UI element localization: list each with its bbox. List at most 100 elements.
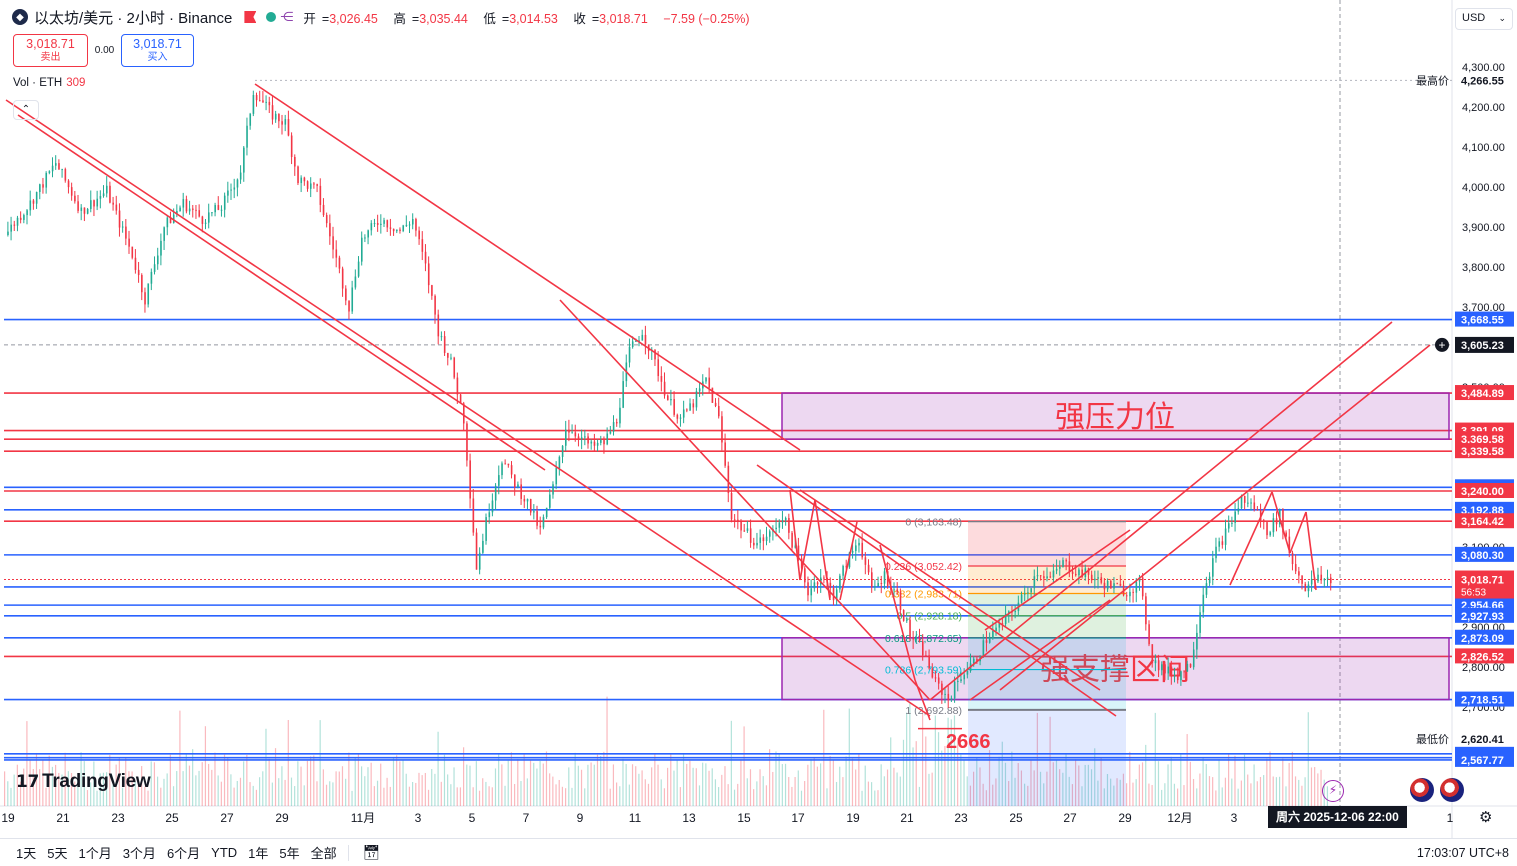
candle-body — [83, 207, 86, 214]
volume-bar — [77, 780, 79, 806]
candle-body — [1301, 575, 1303, 584]
fib-label: 0.236 (3,052.42) — [885, 561, 962, 573]
volume-bar — [979, 767, 981, 806]
us-flag-icon[interactable] — [1440, 778, 1464, 802]
volume-bar — [1224, 777, 1227, 806]
volume-bar — [1247, 774, 1249, 806]
range-3m-button[interactable]: 3个月 — [122, 846, 156, 861]
level-price-text: 2,873.09 — [1461, 633, 1504, 645]
volume-bar — [252, 785, 254, 806]
price-tag-caption: 最低价 — [1416, 733, 1449, 746]
candle-body — [1298, 571, 1300, 576]
candle-body — [667, 395, 669, 401]
range-1y-button[interactable]: 1年 — [248, 846, 269, 861]
candle-body — [976, 658, 978, 662]
volume-bar — [1228, 753, 1230, 806]
volume-bar — [93, 761, 95, 806]
candle-body — [1237, 508, 1240, 512]
candle-body — [412, 219, 414, 225]
range-1d-button[interactable]: 1天 — [16, 846, 37, 861]
volume-bar — [1141, 762, 1144, 806]
lightning-icon[interactable]: ⚡ — [1322, 780, 1344, 802]
volume-bar — [341, 766, 344, 806]
symbol-title[interactable]: 以太坊/美元 · 2小时 · Binance — [34, 9, 233, 27]
volume-bar — [1218, 759, 1220, 806]
candle-body — [1043, 576, 1045, 579]
range-all-button[interactable]: 全部 — [310, 846, 337, 861]
calendar-icon[interactable]: 📅︎ — [362, 844, 381, 860]
candle-body — [804, 568, 806, 583]
candle-body — [494, 485, 497, 501]
special-price-tag — [1455, 72, 1514, 89]
volume-bar — [590, 762, 592, 806]
candle-body — [858, 542, 860, 546]
gear-icon[interactable]: ⚙ — [1479, 809, 1493, 826]
volume-bar — [1001, 741, 1003, 806]
volume-bar — [957, 737, 959, 806]
flag-icon[interactable] — [244, 11, 257, 23]
price-tick-label: 4,200.00 — [1462, 102, 1505, 114]
volume-bar — [552, 776, 554, 806]
volume-bar — [160, 787, 162, 806]
range-5y-button[interactable]: 5年 — [279, 846, 300, 861]
range-6m-button[interactable]: 6个月 — [166, 846, 201, 861]
candle-body — [1173, 674, 1176, 677]
candle-body — [756, 542, 758, 546]
volume-bar — [950, 719, 952, 806]
volume-bar — [797, 770, 799, 806]
candle-body — [1106, 580, 1109, 590]
candle-body — [373, 223, 376, 225]
share-icon[interactable]: ⋲ — [280, 9, 294, 24]
candle-body — [431, 285, 433, 296]
volume-bar — [243, 761, 245, 806]
range-1m-button[interactable]: 1个月 — [78, 846, 112, 861]
candle-body — [1215, 546, 1217, 559]
candle-body — [198, 210, 201, 217]
volume-bar — [928, 773, 930, 806]
volume-bar — [810, 758, 812, 806]
candle-body — [182, 199, 185, 208]
volume-bar — [274, 748, 277, 806]
candle-body — [1135, 581, 1138, 593]
buy-button[interactable]: 3,018.71 买入 — [121, 34, 194, 67]
candle-body — [1234, 511, 1236, 523]
trend-line — [839, 521, 858, 601]
time-tick-label: 23 — [954, 811, 968, 825]
candle-body — [1129, 591, 1131, 597]
ethereum-icon: ◆ — [12, 9, 28, 25]
volume-bar — [498, 753, 500, 806]
candle-body — [759, 537, 762, 543]
range-5d-button[interactable]: 5天 — [47, 846, 68, 861]
fib-band — [968, 637, 1126, 710]
candle-body — [274, 113, 277, 120]
candle-body — [463, 403, 465, 424]
candle-body — [1320, 574, 1323, 581]
us-flag-icon[interactable] — [1410, 778, 1434, 802]
collapse-legend-button[interactable]: ⌃ — [13, 100, 39, 120]
currency-select[interactable]: USD ⌄ — [1455, 8, 1513, 30]
sell-button[interactable]: 3,018.71 卖出 — [13, 34, 88, 67]
volume-bar — [450, 784, 452, 806]
candle-body — [249, 113, 252, 126]
volume-bar — [1291, 751, 1293, 806]
volume-bar — [676, 760, 678, 806]
volume-bar — [1071, 784, 1074, 806]
candle-body — [635, 340, 637, 342]
volume-bar — [912, 747, 914, 806]
candle-body — [851, 551, 854, 553]
volume-bar — [765, 785, 768, 806]
volume-bar — [619, 786, 621, 806]
clock[interactable]: 17:03:07 UTC+8 — [1416, 846, 1509, 860]
volume-bar — [185, 754, 187, 806]
volume-bar — [966, 776, 968, 806]
volume-bar — [1024, 783, 1026, 806]
price-tick-label: 4,000.00 — [1462, 182, 1505, 194]
range-ytd-button[interactable]: YTD — [211, 845, 238, 860]
volume-bar — [150, 761, 152, 806]
volume-bar — [421, 775, 423, 806]
volume-bar — [284, 779, 286, 806]
candle-body — [1052, 570, 1055, 578]
volume-bar — [1186, 734, 1188, 806]
candle-body — [1231, 522, 1233, 524]
